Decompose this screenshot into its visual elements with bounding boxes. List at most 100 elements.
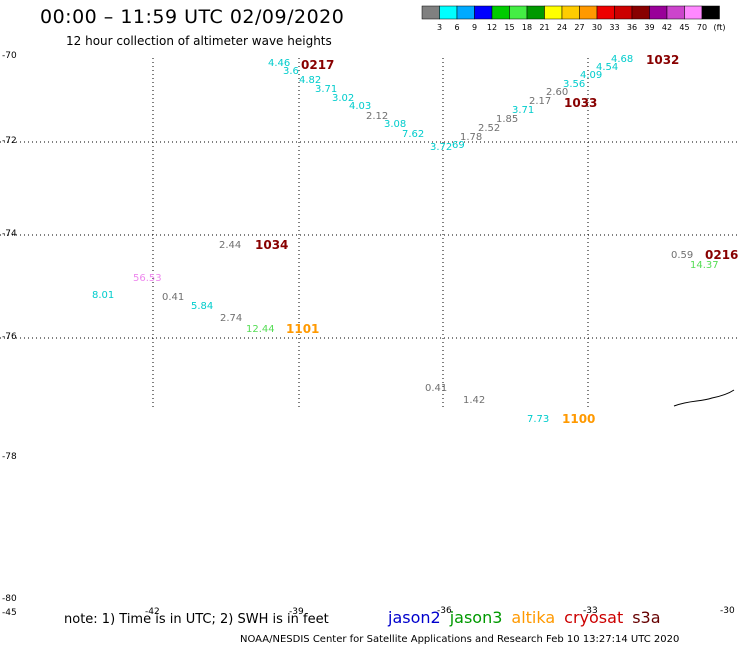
swh-value-label: 0.41 <box>162 292 184 303</box>
swh-value-label: 56.53 <box>133 273 162 284</box>
color-scale-label: 45 <box>679 23 689 32</box>
color-scale-swatch <box>439 5 458 20</box>
swh-value-label: 8.01 <box>92 290 114 301</box>
color-scale-label: 70 <box>697 23 707 32</box>
coastline-path <box>673 389 735 407</box>
swh-value-label: 1.78 <box>460 132 482 143</box>
pass-time-label: 1100 <box>562 412 595 426</box>
swh-value-label: 12.44 <box>246 324 275 335</box>
swh-value-label: 5.84 <box>191 301 213 312</box>
color-scale-swatch <box>666 5 685 20</box>
color-scale-unit: (ft) <box>714 23 726 32</box>
y-tick-label: -76 <box>2 332 17 342</box>
color-scale-swatch <box>579 5 598 20</box>
color-scale-swatch <box>456 5 475 20</box>
pass-time-label: 0216 <box>705 248 738 262</box>
page-title: 00:00 – 11:59 UTC 02/09/2020 <box>40 6 345 28</box>
satellite-legend: jason2 jason3 altika cryosat s3a <box>388 608 670 627</box>
color-scale-label: 24 <box>557 23 567 32</box>
swh-value-label: 3.71 <box>512 105 534 116</box>
pass-time-label: 1032 <box>646 53 679 67</box>
swh-value-label: 2.17 <box>529 96 551 107</box>
color-scale-label: 21 <box>539 23 549 32</box>
swh-value-label: 69 <box>452 140 465 151</box>
color-scale-swatch <box>474 5 493 20</box>
swh-value-label: 7.62 <box>402 129 424 140</box>
swh-value-label: 0.59 <box>671 250 693 261</box>
color-scale-label: 33 <box>609 23 619 32</box>
color-scale-swatch <box>684 5 703 20</box>
satellite-legend-item: jason2 <box>388 608 441 627</box>
swh-value-label: 7.73 <box>527 414 549 425</box>
swh-value-label: 4.68 <box>611 54 633 65</box>
color-scale-legend: 3 6 9 12 15 18 21 24 27 30 33 36 39 42 45 70 (ft) <box>421 5 726 32</box>
footer-note: note: 1) Time is in UTC; 2) SWH is in fe… <box>64 612 329 627</box>
swh-value-label: 0.41 <box>425 383 447 394</box>
swh-value-label: 3.6 <box>283 66 299 77</box>
swh-value-label: 4.82 <box>299 75 321 86</box>
satellite-legend-item: cryosat <box>564 608 624 627</box>
color-scale-label: 18 <box>522 23 532 32</box>
swh-value-label: 2.74 <box>220 313 242 324</box>
color-scale-label: 15 <box>504 23 514 32</box>
color-scale-swatch <box>421 5 440 20</box>
color-scale-label: 42 <box>662 23 672 32</box>
swh-value-label: 2.52 <box>478 123 500 134</box>
swh-value-label: 2.44 <box>219 240 241 251</box>
color-scale-swatch <box>544 5 563 20</box>
grid-lines <box>0 58 740 408</box>
swh-value-label: 1.85 <box>496 114 518 125</box>
color-scale-label: 12 <box>487 23 497 32</box>
swh-value-label: 3.72 <box>430 142 452 153</box>
pass-time-label: 1034 <box>255 238 288 252</box>
x-tick-label: -45 <box>2 608 17 618</box>
x-tick-label: -42 <box>145 607 160 617</box>
color-scale-label: 3 <box>437 23 442 32</box>
color-scale-swatch <box>631 5 650 20</box>
pass-time-label: 0217 <box>301 58 334 72</box>
color-scale-label: 39 <box>644 23 654 32</box>
y-tick-label: -72 <box>2 136 17 146</box>
swh-value-label: 3.71 <box>315 84 337 95</box>
color-scale-swatch <box>561 5 580 20</box>
y-tick-label: -78 <box>2 452 17 462</box>
swh-value-label: 1.42 <box>463 395 485 406</box>
color-scale-swatch <box>701 5 720 20</box>
satellite-legend-item: s3a <box>632 608 661 627</box>
color-scale-swatch <box>614 5 633 20</box>
page-subtitle: 12 hour collection of altimeter wave hei… <box>66 34 332 48</box>
pass-time-label: 1033 <box>564 96 597 110</box>
swh-value-label: 2.12 <box>366 111 388 122</box>
y-tick-label: -74 <box>2 229 17 239</box>
color-scale-label: 6 <box>454 23 459 32</box>
footer-credit: NOAA/NESDIS Center for Satellite Applica… <box>240 634 680 645</box>
color-scale-swatch <box>649 5 668 20</box>
x-tick-label: -39 <box>289 607 304 617</box>
pass-time-label: 1101 <box>286 322 319 336</box>
color-scale-swatch <box>596 5 615 20</box>
swh-value-label: 14.37 <box>690 260 719 271</box>
swh-value-label: 4.54 <box>596 62 618 73</box>
color-scale-label: 27 <box>574 23 584 32</box>
x-tick-label: -33 <box>583 606 598 616</box>
color-scale-label: 9 <box>472 23 477 32</box>
color-scale-swatch <box>509 5 528 20</box>
swh-value-label: 4.46 <box>268 58 290 69</box>
y-tick-label: -80 <box>2 594 17 604</box>
color-scale-swatch <box>526 5 545 20</box>
x-tick-label: -30 <box>720 606 735 616</box>
x-tick-label: -36 <box>437 606 452 616</box>
swh-value-label: 2.60 <box>546 87 568 98</box>
swh-value-label: 4.09 <box>580 70 602 81</box>
color-scale-swatch <box>491 5 510 20</box>
swh-value-label: 3.08 <box>384 119 406 130</box>
y-tick-label: -70 <box>2 51 17 61</box>
satellite-legend-item: altika <box>511 608 556 627</box>
swh-value-label: 3.56 <box>563 79 585 90</box>
color-scale-label: 30 <box>592 23 602 32</box>
swh-value-label: 4.03 <box>349 101 371 112</box>
color-scale-label: 36 <box>627 23 637 32</box>
satellite-legend-item: jason3 <box>449 608 503 627</box>
